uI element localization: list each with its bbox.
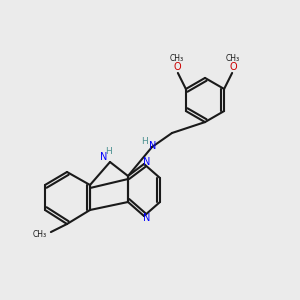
- Text: O: O: [173, 62, 181, 72]
- Text: CH₃: CH₃: [226, 55, 240, 64]
- Text: N: N: [149, 141, 157, 151]
- Text: O: O: [229, 62, 237, 72]
- Text: CH₃: CH₃: [170, 55, 184, 64]
- Text: N: N: [100, 152, 108, 162]
- Text: H: H: [106, 146, 112, 155]
- Text: N: N: [143, 213, 151, 223]
- Text: H: H: [142, 136, 148, 146]
- Text: N: N: [143, 157, 151, 167]
- Text: CH₃: CH₃: [33, 230, 47, 238]
